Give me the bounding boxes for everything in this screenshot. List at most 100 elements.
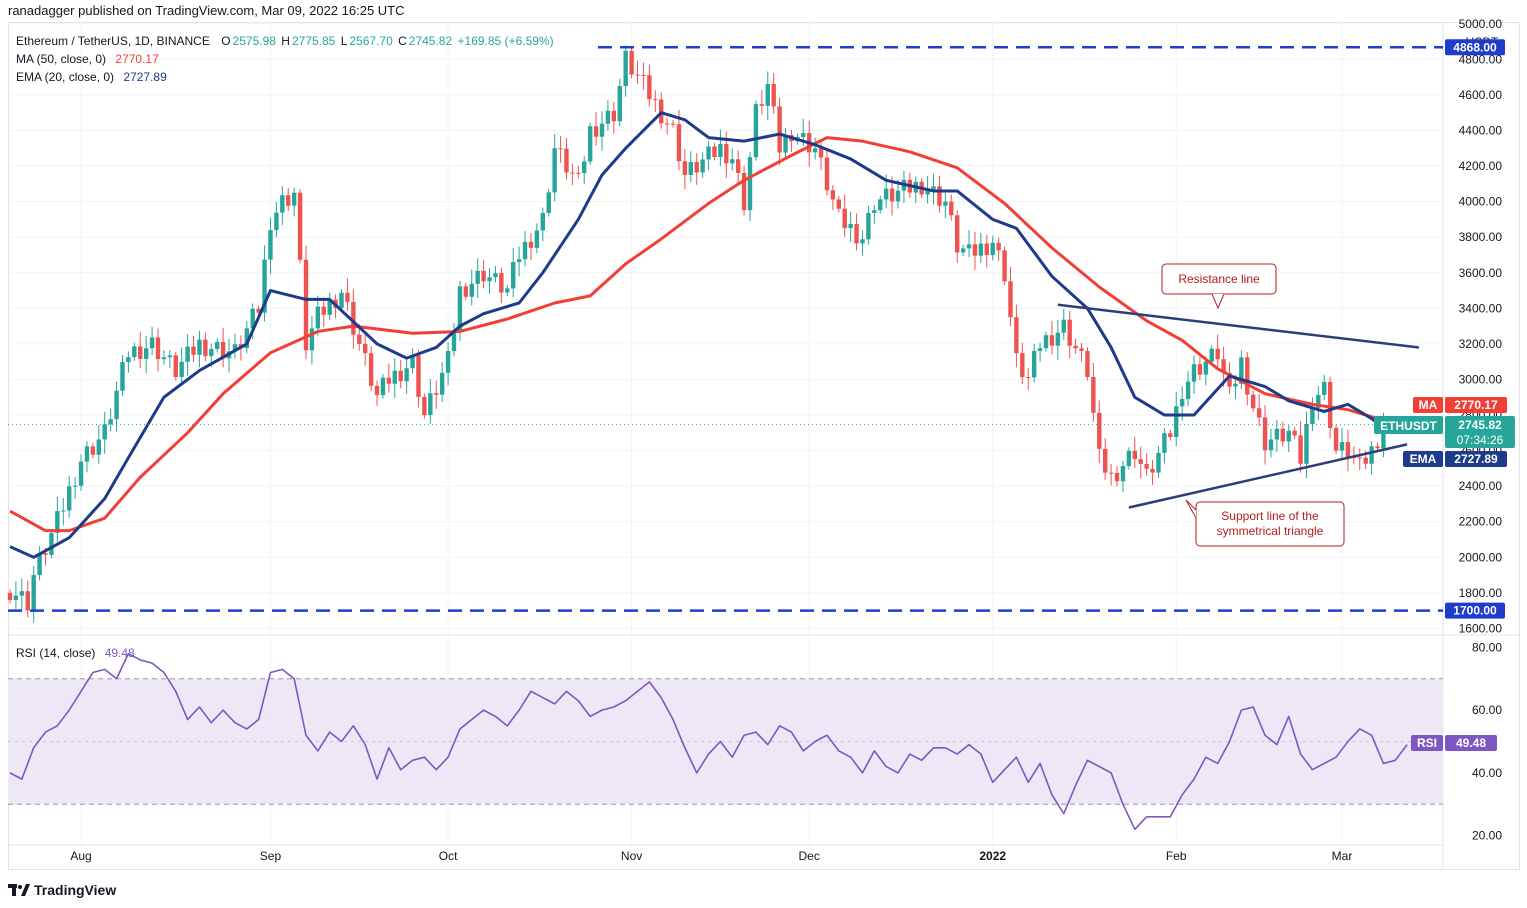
candle-body <box>818 148 824 158</box>
candle-body <box>108 419 113 425</box>
candle-body <box>1055 332 1061 346</box>
candle-body <box>955 215 960 253</box>
rsi-tag-badge-bg <box>1411 735 1443 751</box>
candle-body <box>404 368 409 382</box>
candle-body <box>1014 317 1019 354</box>
candle-body <box>570 172 575 174</box>
candle-body <box>1150 468 1155 473</box>
candle-body <box>1185 381 1191 400</box>
candle-body <box>1316 394 1321 408</box>
candle-body <box>457 286 463 331</box>
candle-body <box>783 135 788 153</box>
candle-body <box>1203 361 1209 375</box>
candle-body <box>1268 439 1274 451</box>
candle-body <box>1251 394 1256 409</box>
candle-body <box>747 157 753 211</box>
tradingview-brand: TradingView <box>34 882 117 898</box>
candle-body <box>522 241 528 260</box>
candle-body <box>931 186 936 191</box>
candle-body <box>1233 383 1238 387</box>
price-tick-label: 3600.00 <box>1459 266 1503 280</box>
candle-body <box>943 201 948 206</box>
candle-body <box>392 370 397 384</box>
candle-body <box>765 83 770 106</box>
candle-body <box>647 75 652 100</box>
resistance-callout-text: Resistance line <box>1178 272 1260 286</box>
x-tick-label: Sep <box>260 849 282 863</box>
candle-body <box>1168 433 1173 438</box>
candle-body <box>220 341 226 359</box>
candle-body <box>138 346 143 360</box>
price-tick-label: 3800.00 <box>1459 230 1503 244</box>
x-tick-label: Nov <box>621 849 642 863</box>
candle-body <box>576 172 581 174</box>
candle-body <box>605 110 611 124</box>
candle-body <box>410 355 415 369</box>
candle-body <box>398 370 403 382</box>
candle-body <box>552 148 557 193</box>
candle-body <box>1292 430 1297 436</box>
candle-body <box>19 591 25 596</box>
candle-body <box>25 591 30 611</box>
candle-body <box>203 339 208 357</box>
candle-body <box>149 337 155 349</box>
low-label: L <box>340 34 348 48</box>
candle-body <box>1097 412 1102 449</box>
candle-body <box>1103 448 1108 473</box>
candle-body <box>872 210 877 214</box>
high-value: 2775.85 <box>291 34 336 48</box>
candle-body <box>735 159 741 173</box>
close-value: 2745.82 <box>408 34 453 48</box>
candle-body <box>31 575 36 611</box>
candle-body <box>718 144 723 157</box>
candle-body <box>1339 442 1345 451</box>
candle-body <box>978 243 984 256</box>
candle-body <box>1043 335 1049 349</box>
support-callout-text-1: Support line of the <box>1221 509 1319 523</box>
tradingview-logo[interactable]: TradingView <box>8 882 116 898</box>
candle-body <box>984 243 989 255</box>
candle-body <box>445 351 451 373</box>
candle-body <box>451 330 457 352</box>
price-tick-label: 3000.00 <box>1459 372 1503 386</box>
price-tick-label: 4000.00 <box>1459 195 1503 209</box>
countdown-text: 07:34:26 <box>1457 433 1504 447</box>
candle-body <box>315 306 321 329</box>
candle-body <box>1091 376 1096 413</box>
price-tick-label: 4600.00 <box>1459 88 1503 102</box>
ema-legend: EMA (20, close, 0) 2727.89 <box>16 70 169 84</box>
x-tick-label: Mar <box>1332 849 1353 863</box>
candle-body <box>700 159 705 173</box>
candle-body <box>937 186 942 206</box>
candle-body <box>499 273 504 293</box>
ema20-line <box>9 111 1385 559</box>
candle-body <box>1262 417 1268 451</box>
rsi-tick-label: 40.00 <box>1472 766 1502 780</box>
candle-body <box>1191 364 1197 382</box>
candle-body <box>996 242 1001 251</box>
candle-body <box>1156 452 1161 473</box>
candle-body <box>345 292 350 302</box>
candle-body <box>303 259 309 351</box>
candle-body <box>439 372 445 395</box>
candle-body <box>1256 408 1262 418</box>
candle-body <box>67 486 72 511</box>
rsi-tick-label: 60.00 <box>1472 703 1502 717</box>
candle-body <box>540 213 545 231</box>
symbol-tag-badge-bg <box>1374 416 1443 434</box>
candle-body <box>670 123 676 125</box>
candle-body <box>1132 450 1137 460</box>
support-callout-text-2: symmetrical triangle <box>1217 524 1324 538</box>
candle-body <box>357 334 362 344</box>
candle-body <box>327 299 332 315</box>
candle-body <box>469 283 474 297</box>
candle-body <box>1375 446 1380 449</box>
candle-body <box>706 146 711 160</box>
high-label: H <box>281 34 290 48</box>
ema-legend-label: EMA (20, close, 0) <box>16 70 115 84</box>
candle-body <box>842 208 847 229</box>
candle-body <box>197 339 202 355</box>
candle-body <box>949 201 954 216</box>
candle-body <box>730 159 735 164</box>
